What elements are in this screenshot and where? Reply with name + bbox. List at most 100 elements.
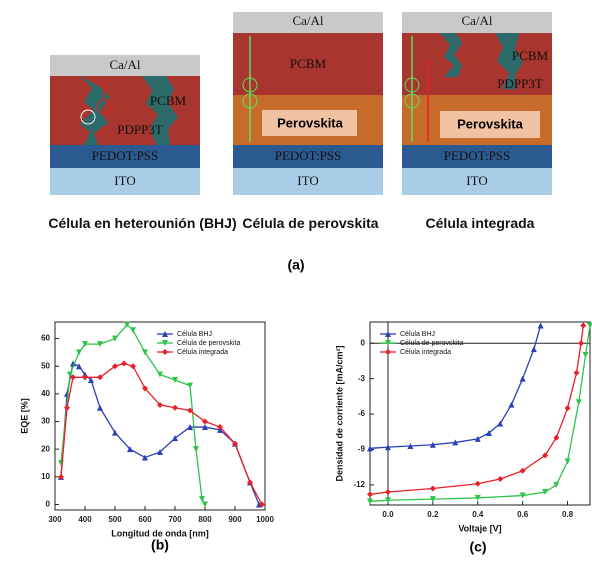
marker [538, 323, 544, 329]
marker [130, 327, 136, 333]
y-tick-label: 0 [46, 500, 51, 509]
marker [199, 496, 205, 502]
marker [193, 446, 199, 452]
marker [576, 399, 582, 405]
y-tick-label: -9 [358, 445, 366, 454]
marker [142, 454, 148, 460]
y-tick-label: 60 [41, 334, 50, 343]
layer-label: Ca/Al [109, 57, 140, 72]
layer-label: Ca/Al [292, 13, 323, 28]
legend-label: Célula integrada [177, 349, 228, 356]
x-tick-label: 500 [108, 515, 122, 524]
marker [475, 481, 481, 487]
figure: Ca/Al PCBM PDPP3T PEDOT:PSS ITO Ca/Al PC… [0, 0, 592, 562]
marker [553, 482, 559, 488]
x-tick-label: 0.8 [562, 510, 574, 519]
x-tick-label: 800 [198, 515, 212, 524]
layer-label: Perovskita [457, 116, 524, 131]
y-tick-label: -12 [353, 480, 365, 489]
marker [202, 501, 208, 507]
x-tick-label: 700 [168, 515, 182, 524]
x-tick-label: 400 [78, 515, 92, 524]
layer-label: Perovskita [277, 115, 344, 130]
legend-label: Célula integrada [400, 349, 451, 356]
marker [578, 340, 584, 346]
y-tick-label: 40 [41, 389, 50, 398]
marker [172, 405, 178, 411]
y-tick-label: 10 [41, 472, 50, 481]
layer-label: Ca/Al [461, 13, 492, 28]
marker [112, 336, 118, 342]
marker [497, 421, 503, 427]
marker [172, 377, 178, 383]
marker [157, 372, 163, 378]
marker [367, 491, 373, 497]
y-tick-label: 50 [41, 361, 50, 370]
cell-perovskite: Ca/Al PCBM Perovskita PEDOT:PSS ITO [233, 12, 383, 195]
x-tick-label: 300 [48, 515, 62, 524]
layer-label: PDPP3T [117, 122, 163, 137]
panel-label: (b) [151, 537, 169, 553]
panel-label: (a) [287, 257, 304, 273]
layer-label: PDPP3T [497, 76, 543, 91]
layer-label: PCBM [150, 93, 187, 108]
y-tick-label: 20 [41, 444, 50, 453]
layer-label: PEDOT:PSS [92, 148, 159, 163]
marker [565, 458, 571, 464]
marker [531, 346, 537, 352]
y-tick-label: 0 [361, 338, 366, 347]
marker [583, 352, 589, 358]
x-axis-label: Voltaje [V] [458, 523, 501, 533]
layer-label: ITO [466, 173, 487, 188]
marker [58, 460, 64, 466]
x-tick-label: 0.6 [517, 510, 529, 519]
x-tick-label: 900 [228, 515, 242, 524]
marker [520, 376, 526, 382]
cell-integrated: Ca/Al PCBM PDPP3T Perovskita PEDOT:PSS I… [402, 12, 552, 195]
x-tick-label: 0.0 [382, 510, 394, 519]
caption: Célula de perovskita [228, 215, 393, 231]
marker [130, 363, 136, 369]
y-axis-label: Densidad de corriente [mA/cm²] [334, 345, 344, 481]
y-tick-label: -3 [358, 374, 366, 383]
y-tick-label: 30 [41, 417, 50, 426]
layer-label: PEDOT:PSS [275, 148, 342, 163]
marker [508, 402, 514, 408]
layer-label: PEDOT:PSS [444, 148, 511, 163]
marker [112, 430, 118, 436]
figure-canvas: Ca/Al PCBM PDPP3T PEDOT:PSS ITO Ca/Al PC… [0, 0, 592, 562]
layer-label: ITO [114, 173, 135, 188]
marker [580, 323, 586, 329]
legend-label: Célula BHJ [177, 331, 212, 338]
layer-label: PCBM [512, 48, 549, 63]
legend-label: Célula de perovskita [177, 340, 241, 347]
y-tick-label: -6 [358, 409, 366, 418]
marker [97, 405, 103, 411]
legend-marker [162, 349, 168, 355]
legend-label: Célula de perovskita [400, 340, 464, 347]
layer-label: PCBM [290, 56, 327, 71]
cell-bhj: Ca/Al PCBM PDPP3T PEDOT:PSS ITO [50, 55, 200, 195]
marker [76, 363, 82, 369]
series-line [61, 363, 259, 504]
marker [574, 370, 580, 376]
caption: Célula integrada [405, 215, 555, 231]
legend-marker [385, 349, 391, 355]
marker [76, 349, 82, 355]
marker [64, 405, 70, 411]
plot-frame [55, 322, 265, 510]
marker [430, 485, 436, 491]
x-tick-label: 0.4 [472, 510, 484, 519]
x-tick-label: 1000 [256, 515, 274, 524]
legend-label: Célula BHJ [400, 331, 435, 338]
marker [82, 374, 88, 380]
y-axis-label: EQE [%] [19, 398, 29, 434]
x-tick-label: 0.2 [427, 510, 439, 519]
caption: Célula en heterounión (BHJ) [35, 215, 250, 231]
layer-label: ITO [297, 173, 318, 188]
series-line [61, 363, 262, 504]
marker [497, 476, 503, 482]
x-tick-label: 600 [138, 515, 152, 524]
marker [385, 489, 391, 495]
marker [565, 405, 571, 411]
